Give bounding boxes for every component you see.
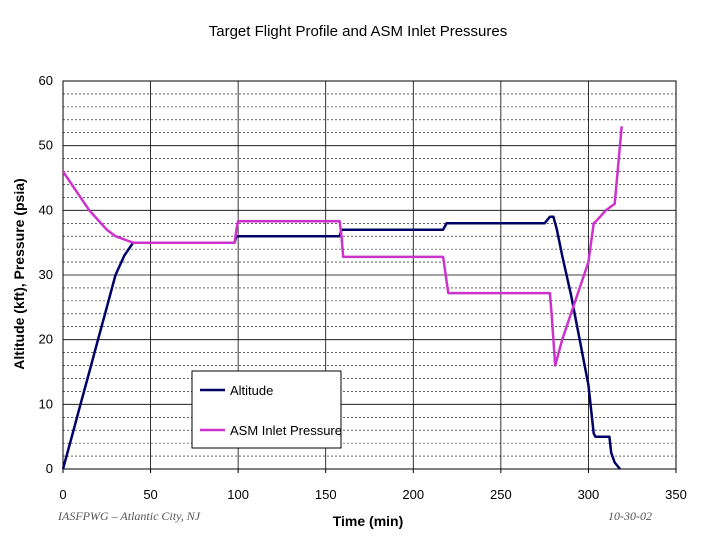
footer-left: IASFPWG – Atlantic City, NJ bbox=[58, 509, 201, 523]
y-axis-label: Altitude (kft), Pressure (psia) bbox=[11, 178, 27, 369]
x-tick-label: 0 bbox=[59, 487, 66, 502]
y-tick-label: 0 bbox=[46, 461, 53, 476]
y-tick-label: 10 bbox=[39, 396, 53, 411]
y-tick-label: 50 bbox=[39, 138, 53, 153]
x-tick-label: 350 bbox=[665, 487, 687, 502]
x-tick-label: 200 bbox=[402, 487, 424, 502]
legend-label-altitude: Altitude bbox=[230, 383, 273, 398]
x-axis-ticks: 0 50 100 150 200 250 300 350 bbox=[59, 469, 687, 502]
y-tick-label: 30 bbox=[39, 267, 53, 282]
series-line-altitude bbox=[61, 215, 621, 470]
chart-title: Target Flight Profile and ASM Inlet Pres… bbox=[209, 23, 507, 40]
legend-label-asm-inlet-pressure: ASM Inlet Pressure bbox=[230, 423, 342, 438]
y-tick-label: 20 bbox=[39, 332, 53, 347]
y-tick-label: 40 bbox=[39, 202, 53, 217]
series-line-asm-inlet-pressure bbox=[61, 126, 623, 367]
y-tick-label: 60 bbox=[39, 73, 53, 88]
grid-lines bbox=[62, 80, 677, 470]
x-tick-label: 100 bbox=[227, 487, 249, 502]
x-tick-label: 300 bbox=[578, 487, 600, 502]
x-tick-label: 50 bbox=[143, 487, 157, 502]
y-axis-ticks: 0 10 20 30 40 50 60 bbox=[39, 73, 53, 476]
footer-right: 10-30-02 bbox=[608, 509, 652, 523]
legend: Altitude ASM Inlet Pressure bbox=[191, 370, 342, 449]
x-tick-label: 150 bbox=[315, 487, 337, 502]
plot-frame bbox=[62, 80, 677, 470]
x-tick-label: 250 bbox=[490, 487, 512, 502]
legend-box bbox=[191, 370, 342, 449]
series-group bbox=[61, 126, 623, 470]
x-axis-label: Time (min) bbox=[333, 513, 404, 529]
